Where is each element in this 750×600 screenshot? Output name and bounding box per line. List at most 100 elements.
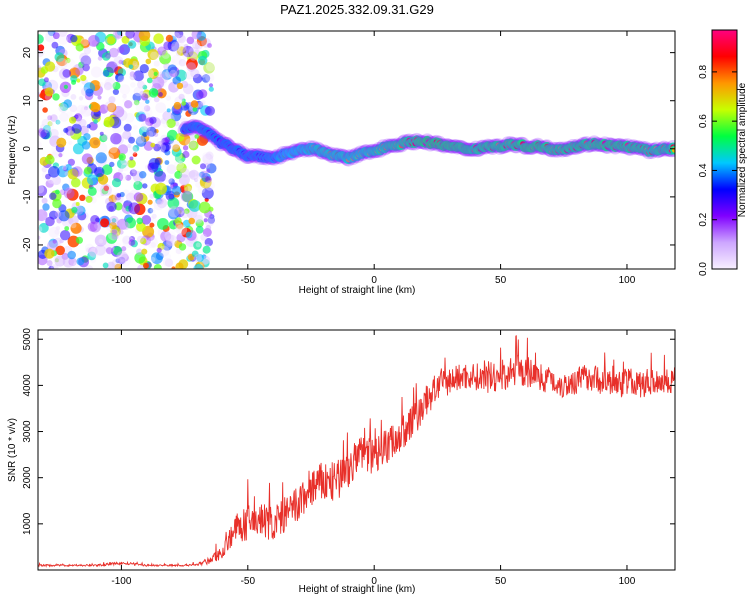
spectrogram-cell <box>155 197 162 205</box>
spectrogram-cell <box>195 175 201 181</box>
spectrogram-cell <box>43 211 48 216</box>
spectrogram-cell <box>72 143 84 155</box>
spectrogram-cell <box>182 191 194 203</box>
spectrogram-cell <box>44 248 55 259</box>
spectrogram-cell <box>76 104 87 115</box>
spectrogram-cell <box>121 221 131 230</box>
spectrogram-cell <box>182 145 189 151</box>
spectrogram-cell <box>162 110 173 122</box>
x-tick-label: 50 <box>495 576 507 587</box>
spectrogram-cell <box>56 137 67 148</box>
spectrogram-cell <box>188 170 196 178</box>
spectrogram-cell <box>132 125 138 130</box>
spectrogram-cell <box>153 96 160 103</box>
spectrogram-cell <box>150 51 159 60</box>
spectrogram-cell <box>139 237 147 245</box>
y-tick-label: 0 <box>22 146 33 152</box>
spectrogram-cell <box>45 216 55 227</box>
spectrogram-cell <box>191 155 201 165</box>
spectrogram-cell <box>167 197 180 209</box>
spectrogram-cell <box>109 161 115 168</box>
spectrogram-cell <box>149 193 155 199</box>
spectrogram-cell <box>38 184 45 194</box>
spectrogram-cell <box>59 238 64 244</box>
spectrogram-cell <box>52 198 62 209</box>
spectrogram-cell <box>106 224 113 231</box>
spectrogram-cell <box>110 133 122 145</box>
spectrogram-cell <box>133 99 139 105</box>
spectrogram-cell <box>57 34 69 45</box>
chart-title: PAZ1.2025.332.09.31.G29 <box>280 2 434 17</box>
spectrogram-cell <box>122 93 127 99</box>
spectrogram-cell <box>168 178 175 185</box>
spectrogram-cell <box>129 189 140 201</box>
spectrogram-cell <box>147 162 159 173</box>
spectrogram-cell <box>192 89 204 101</box>
spectrogram-cell <box>206 168 211 173</box>
spectrogram-cell <box>135 136 147 147</box>
spectrogram-cell <box>207 216 215 224</box>
spectrogram-cell <box>108 147 121 160</box>
spectrogram-cell <box>155 102 167 113</box>
spectrogram-cell <box>104 84 111 91</box>
spectrogram-cell <box>190 68 200 79</box>
spectrogram-cell <box>55 226 61 231</box>
spectrogram-cell <box>139 64 149 74</box>
spectrogram-cell <box>108 194 117 203</box>
spectrogram-cell <box>78 96 84 101</box>
spectrogram-cell <box>188 131 198 141</box>
spectrogram-cell <box>180 190 193 203</box>
spectrogram-cell <box>182 45 194 58</box>
spectrogram-cell <box>118 229 124 235</box>
spectrogram-cell <box>206 62 215 72</box>
spectrogram-cell <box>169 69 178 78</box>
spectrogram-cell <box>174 217 182 225</box>
spectrogram-cell <box>90 66 103 78</box>
spectrogram-cell <box>117 75 125 83</box>
spectrogram-cell <box>116 251 128 263</box>
spectrogram-cell <box>38 213 44 222</box>
spectrogram-cell <box>158 46 164 52</box>
spectrogram-cell <box>206 163 217 174</box>
spectrogram-cell <box>186 58 198 70</box>
spectrogram-cell <box>130 239 138 248</box>
spectrogram-cell <box>106 61 118 73</box>
spectrogram-cell <box>64 171 69 176</box>
spectrogram-cell <box>178 160 183 165</box>
spectrogram-cell <box>189 141 197 149</box>
spectrogram-cell <box>150 256 156 263</box>
spectrogram-cell <box>64 58 76 70</box>
spectrogram-cell <box>200 163 206 170</box>
spectrogram-cell <box>185 231 193 239</box>
spectrogram-x-ticks: -100 -50 0 50 100 <box>111 31 636 286</box>
spectrogram-cell <box>128 239 136 246</box>
spectrogram-cell <box>121 246 127 252</box>
spectrogram-cell <box>43 119 55 131</box>
spectrogram-cell <box>86 156 94 164</box>
spectrogram-cell <box>178 174 190 186</box>
spectrogram-cell <box>192 41 201 50</box>
spectrogram-cell <box>49 128 59 139</box>
spectrogram-cell <box>192 211 203 223</box>
spectrogram-cell <box>46 260 53 267</box>
spectrogram-cell <box>75 202 80 206</box>
spectrogram-cell <box>68 140 73 145</box>
spectrogram-cell <box>168 193 175 200</box>
spectrogram-cell <box>119 84 131 95</box>
spectrogram-cell <box>98 104 109 114</box>
spectrogram-cell <box>142 131 148 138</box>
spectrogram-cell <box>197 185 206 194</box>
spectrogram-cell <box>59 230 71 241</box>
spectrogram-cell <box>182 150 190 159</box>
spectrogram-cell <box>67 158 75 166</box>
spectrogram-cell <box>56 58 68 69</box>
spectrogram-cell <box>69 116 77 124</box>
spectrogram-cell <box>109 144 118 154</box>
spectrogram-cell <box>165 95 172 101</box>
spectrogram-cell <box>203 62 215 74</box>
spectrogram-cell <box>143 105 151 112</box>
spectrogram-cell <box>153 200 164 211</box>
spectrogram-marks <box>38 31 675 269</box>
spectrogram-cell <box>204 162 211 169</box>
spectrogram-cell <box>38 103 44 111</box>
